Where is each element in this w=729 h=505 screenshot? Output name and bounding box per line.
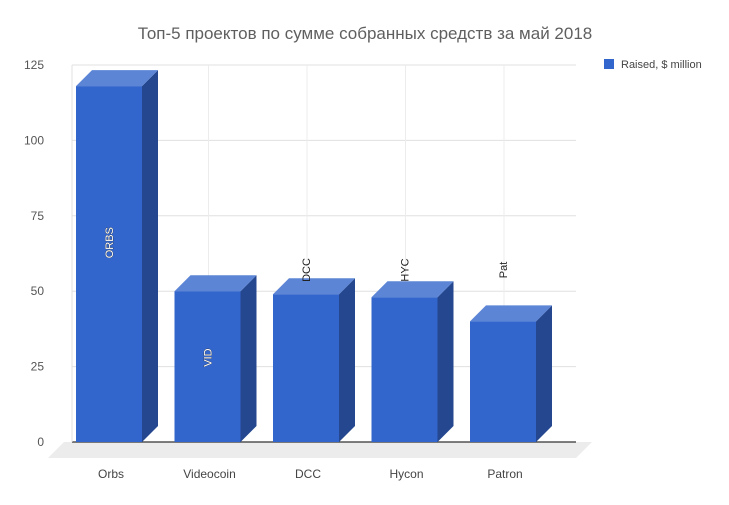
bar-side [142,70,158,442]
legend: Raised, $ million [604,59,702,71]
data-label: HYC [400,258,412,281]
x-axis: Orbs Videocoin DCC Hycon Patron [98,467,523,481]
bar-top [273,278,355,295]
bar-side [536,305,552,442]
y-tick-label: 50 [31,284,45,298]
chart-floor [48,441,592,458]
x-tick-label: DCC [295,467,321,481]
bar-dcc: DCC [273,258,355,442]
bar-front [470,321,536,442]
legend-swatch [604,59,614,69]
data-label: VID [203,348,215,366]
legend-label: Raised, $ million [621,59,702,71]
x-tick-label: Videocoin [183,467,236,481]
y-tick-label: 125 [24,58,44,72]
data-label: DCC [301,258,313,282]
y-tick-label: 0 [37,435,44,449]
bar-top [371,281,454,298]
bar-top [76,70,158,87]
bar-front [174,291,241,442]
x-tick-label: Orbs [98,467,124,481]
chart-title: Топ-5 проектов по сумме собранных средст… [138,24,592,43]
floor-plane [48,442,592,458]
bar-front [273,294,339,442]
y-axis: 0 25 50 75 100 125 [24,58,44,449]
y-tick-label: 75 [31,209,45,223]
bars: ORBS VID DCC HYC Pat [76,70,552,442]
data-label: Pat [498,262,510,279]
bar-side [240,275,257,442]
bar-top [174,275,257,292]
bar-orbs: ORBS [76,70,158,442]
bar-hycon: HYC [371,258,454,442]
x-tick-label: Patron [487,467,522,481]
bar-side [339,278,355,442]
y-tick-label: 100 [24,133,44,147]
bar-patron: Pat [470,262,552,442]
data-label: ORBS [104,227,116,258]
y-tick-label: 25 [31,360,45,374]
bar-front [76,86,142,442]
bar-videocoin: VID [174,275,257,442]
bar-side [437,281,454,442]
bar-top [470,305,552,322]
bar-front [371,297,438,442]
x-tick-label: Hycon [389,467,423,481]
